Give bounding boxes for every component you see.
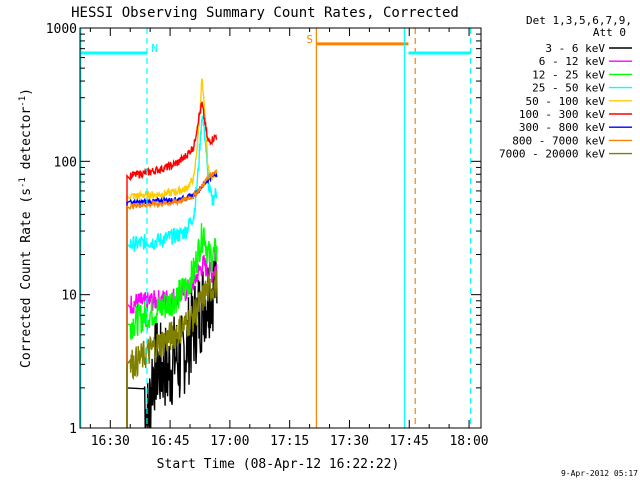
legend-label: 3 - 6 keV (545, 42, 605, 55)
x-tick-label: 16:45 (151, 434, 190, 449)
series-line-2 (126, 223, 218, 428)
y-axis-title-end: ) (19, 88, 34, 96)
x-tick-label: 17:30 (330, 434, 369, 449)
y-axis-title-sup1: -1 (18, 177, 28, 188)
legend-header-detectors: Det 1,3,5,6,7,9, (526, 14, 632, 27)
x-axis-title: Start Time (08-Apr-12 16:22:22) (157, 457, 400, 472)
legend-header-attenuator: Att 0 (593, 26, 626, 39)
x-tick-label: 17:45 (390, 434, 429, 449)
footer-date: 9-Apr-2012 05:17 (561, 469, 638, 478)
legend-label: 800 - 7000 keV (512, 134, 605, 147)
y-axis-title: Corrected Count Rate (s-1 detector-1) (18, 88, 34, 368)
legend-label: 12 - 25 keV (532, 68, 605, 81)
x-axis: 16:30 16:45 17:00 17:15 17:30 17:45 18:00 (89, 28, 489, 449)
y-axis-title-main: Corrected Count Rate (s (19, 188, 34, 368)
plot-frame (79, 27, 482, 429)
series-line-3 (126, 115, 218, 428)
x-tick-label: 17:00 (210, 434, 249, 449)
y-axis: 1 10 100 1000 (46, 22, 481, 437)
legend-label: 100 - 300 keV (519, 108, 605, 121)
y-axis-title-sup2: -1 (18, 96, 28, 107)
flag-label: S (306, 33, 313, 46)
legend-label: 7000 - 20000 keV (499, 148, 605, 161)
series-line-8 (126, 270, 218, 428)
x-tick-label: 17:15 (270, 434, 309, 449)
series-line-4 (126, 78, 218, 428)
series-group (126, 78, 218, 429)
x-tick-label: 18:00 (449, 434, 488, 449)
annotation-group: NS (80, 28, 472, 428)
legend-label: 6 - 12 keV (539, 55, 606, 68)
flag-label: N (151, 42, 158, 55)
y-tick-label: 100 (54, 155, 77, 170)
chart-title: HESSI Observing Summary Count Rates, Cor… (71, 5, 459, 21)
series-line-7 (126, 168, 218, 428)
y-axis-title-mid: detector (19, 107, 34, 178)
legend-label: 25 - 50 keV (532, 82, 605, 95)
y-tick-label: 1 (69, 422, 77, 437)
legend-label: 300 - 800 keV (519, 121, 605, 134)
x-tick-label: 16:30 (91, 434, 130, 449)
y-tick-label: 10 (61, 289, 77, 304)
series-line-5 (126, 101, 218, 428)
legend-label: 50 - 100 keV (526, 95, 606, 108)
y-tick-label: 1000 (46, 22, 77, 37)
